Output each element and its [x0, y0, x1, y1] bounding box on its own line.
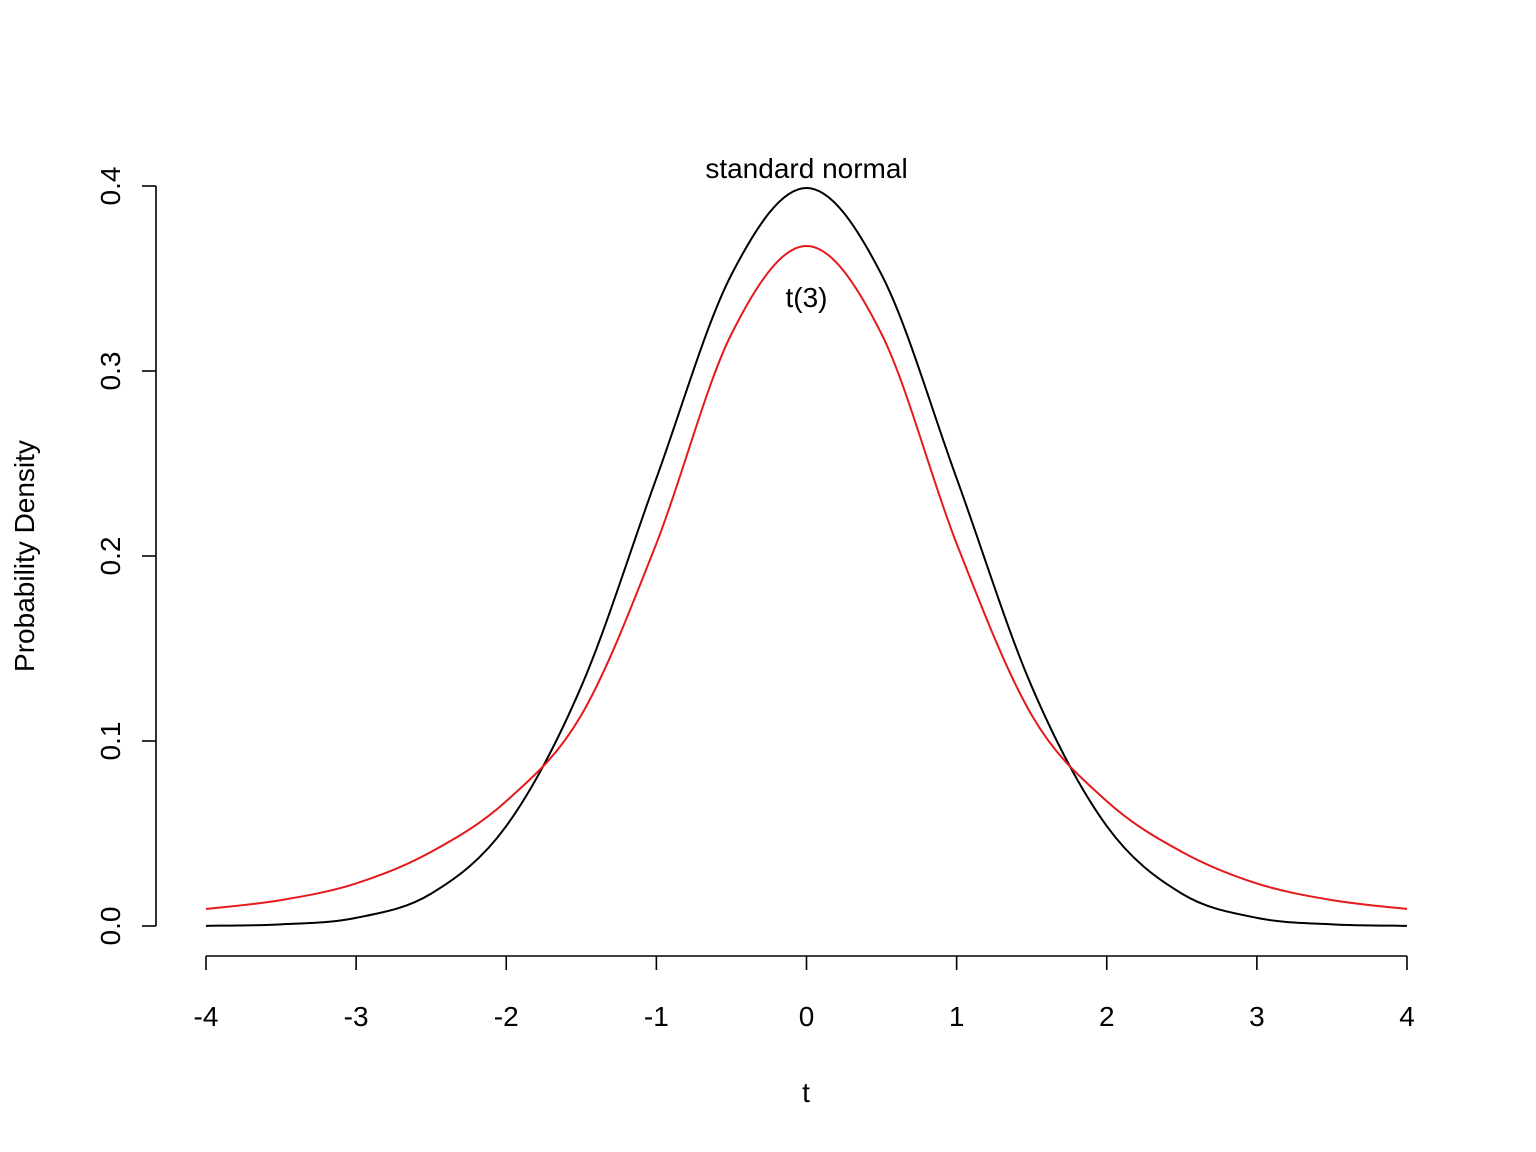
x-tick-label: -4 [194, 1001, 219, 1032]
x-tick-label: 1 [949, 1001, 965, 1032]
x-axis-title: t [802, 1077, 810, 1108]
y-tick-label: 0.2 [95, 537, 126, 576]
y-tick-label: 0.1 [95, 722, 126, 761]
x-tick-label: -1 [644, 1001, 669, 1032]
x-tick-label: 2 [1099, 1001, 1115, 1032]
series-line-normal [205, 187, 1408, 927]
series-line-t3 [205, 244, 1408, 910]
x-tick-label: -3 [344, 1001, 369, 1032]
series-layer [205, 187, 1408, 927]
y-tick-label: 0.4 [95, 167, 126, 206]
x-tick-label: 4 [1399, 1001, 1415, 1032]
y-axis: 0.0 0.1 0.2 0.3 0.4 [95, 167, 157, 946]
y-tick-label: 0.0 [95, 907, 126, 946]
annotation-standard-normal: standard normal [705, 153, 907, 184]
x-ticks: -4 -3 -2 -1 0 1 2 3 4 [194, 956, 1415, 1032]
y-ticks: 0.0 0.1 0.2 0.3 0.4 [95, 167, 156, 946]
x-axis: -4 -3 -2 -1 0 1 2 3 4 [194, 955, 1415, 1032]
y-axis-title: Probability Density [9, 440, 40, 672]
annotation-layer: standard normal t(3) [705, 153, 907, 313]
annotation-t3: t(3) [786, 282, 828, 313]
y-tick-label: 0.3 [95, 352, 126, 391]
x-tick-label: 3 [1249, 1001, 1265, 1032]
x-tick-label: 0 [799, 1001, 815, 1032]
x-tick-label: -2 [494, 1001, 519, 1032]
